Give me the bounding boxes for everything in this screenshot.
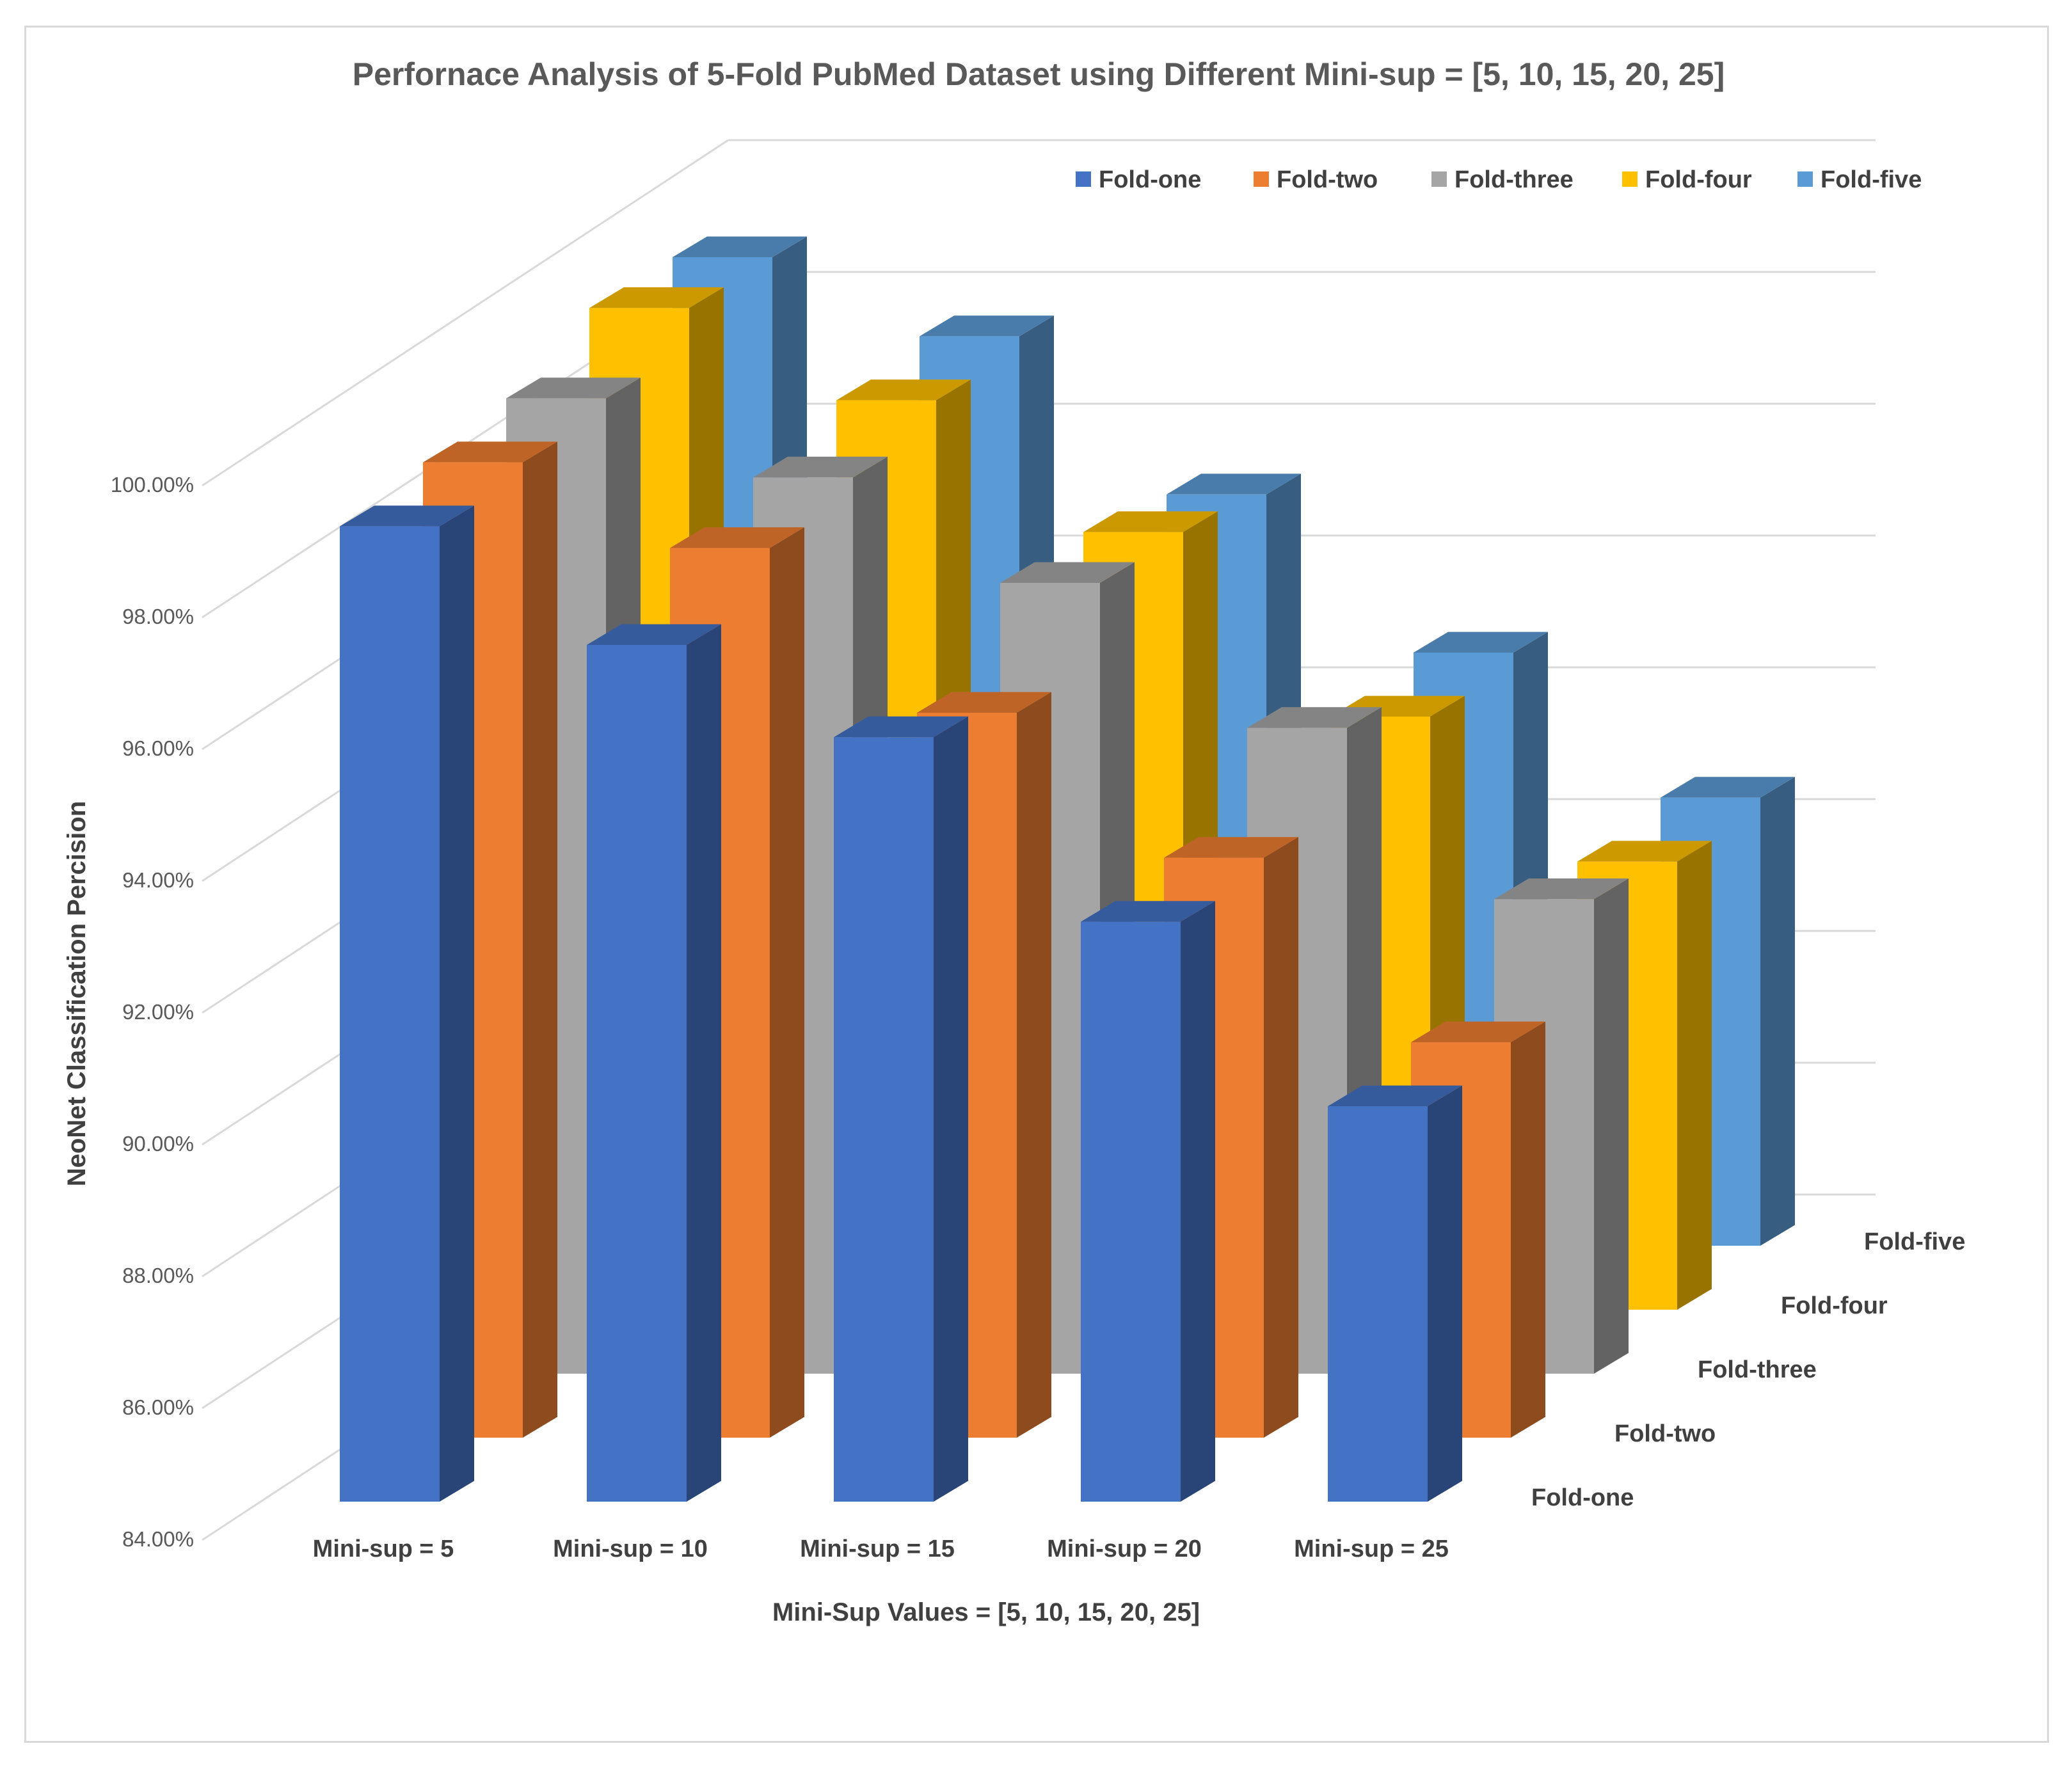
y-tick-label: 100.00% [111, 473, 194, 496]
x-category-label: Mini-sup = 20 [1047, 1536, 1202, 1562]
legend-item-fold-five: Fold-five [1797, 166, 1922, 193]
legend-label: Fold-three [1454, 166, 1574, 193]
legend-label: Fold-one [1099, 166, 1201, 193]
depth-axis-label: Fold-five [1864, 1228, 1965, 1255]
legend-item-fold-one: Fold-one [1076, 166, 1201, 193]
y-tick-label: 92.00% [122, 1000, 194, 1024]
legend-item-fold-four: Fold-four [1622, 166, 1752, 193]
legend-swatch [1797, 171, 1813, 187]
legend-label: Fold-four [1645, 166, 1752, 193]
depth-axis-label: Fold-two [1614, 1420, 1716, 1447]
legend-swatch [1254, 171, 1269, 187]
legend-label: Fold-five [1821, 166, 1922, 193]
legend-swatch [1076, 171, 1091, 187]
bar-fold-one-1 [340, 505, 474, 1502]
x-category-label: Mini-sup = 5 [313, 1536, 454, 1562]
x-category-label: Mini-sup = 10 [553, 1536, 708, 1562]
y-axis-title: NeoNet Classification Percision [63, 801, 91, 1186]
y-tick-label: 94.00% [122, 868, 194, 892]
depth-axis-label: Fold-one [1531, 1484, 1634, 1511]
depth-axis-label: Fold-four [1781, 1292, 1888, 1319]
y-tick-label: 98.00% [122, 605, 194, 628]
x-axis-title: Mini-Sup Values = [5, 10, 15, 20, 25] [772, 1598, 1200, 1626]
y-tick-label: 88.00% [122, 1264, 194, 1287]
y-tick-label: 84.00% [122, 1527, 194, 1551]
gridline-side [202, 139, 729, 487]
bar-fold-one-4 [1081, 901, 1215, 1502]
bar-fold-one-5 [1328, 1085, 1462, 1502]
y-tick-label: 96.00% [122, 736, 194, 760]
legend-swatch [1622, 171, 1638, 187]
chart-title: Perfornace Analysis of 5-Fold PubMed Dat… [353, 56, 1725, 92]
bar-fold-one-2 [587, 624, 721, 1502]
y-tick-label: 86.00% [122, 1395, 194, 1419]
legend-item-fold-three: Fold-three [1431, 166, 1574, 193]
legend-swatch [1431, 171, 1447, 187]
x-category-label: Mini-sup = 15 [800, 1536, 955, 1562]
legend-item-fold-two: Fold-two [1254, 166, 1378, 193]
bar-fold-one-3 [834, 716, 968, 1502]
legend-label: Fold-two [1277, 166, 1378, 193]
x-category-label: Mini-sup = 25 [1294, 1536, 1449, 1562]
y-tick-label: 90.00% [122, 1132, 194, 1156]
chart: 84.00% 86.00% 88.00% 90.00% 92.00% 94.00% 96.0… [63, 56, 1965, 1626]
chart-frame: 84.00% 86.00% 88.00% 90.00% 92.00% 94.00% 96.0… [24, 26, 2049, 1743]
depth-axis-label: Fold-three [1698, 1356, 1817, 1383]
